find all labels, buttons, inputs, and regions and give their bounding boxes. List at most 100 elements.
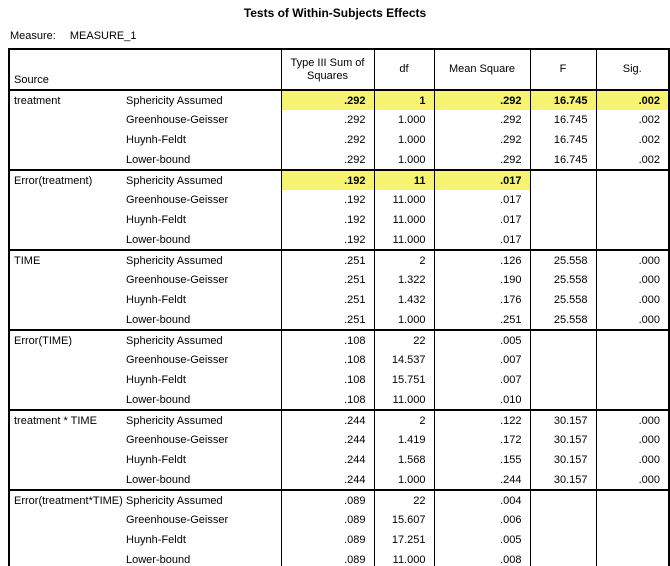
method-label: Lower-bound bbox=[126, 473, 191, 486]
mean-square-cell: .292 bbox=[433, 130, 530, 150]
method-label: Greenhouse-Geisser bbox=[126, 194, 229, 207]
source-cell: Greenhouse-Geisser bbox=[9, 270, 281, 290]
method-label: Lower-bound bbox=[126, 153, 191, 166]
method-label: Lower-bound bbox=[126, 233, 191, 246]
mean-square-cell: .122 bbox=[433, 409, 530, 430]
sig-cell: .000 bbox=[595, 290, 669, 310]
f-cell: 25.558 bbox=[529, 249, 596, 270]
sum-of-squares-cell: .251 bbox=[280, 290, 374, 310]
df-cell: 15.751 bbox=[373, 370, 434, 390]
source-cell: Error(TIME) Sphericity Assumed bbox=[9, 329, 281, 350]
source-cell: Huynh-Feldt bbox=[9, 370, 281, 390]
df-cell: 15.607 bbox=[373, 510, 434, 530]
sig-cell-selected: .002 bbox=[595, 90, 669, 110]
sum-of-squares-cell-selected: .292 bbox=[280, 90, 374, 110]
method-label: Greenhouse-Geisser bbox=[126, 354, 229, 367]
sum-of-squares-cell: .089 bbox=[280, 530, 374, 550]
source-cell: Lower-bound bbox=[9, 310, 281, 330]
sum-of-squares-cell: .192 bbox=[280, 190, 374, 210]
sum-of-squares-cell: .089 bbox=[280, 550, 374, 566]
df-cell: 1.000 bbox=[373, 470, 434, 490]
method-label: Sphericity Assumed bbox=[126, 174, 223, 187]
table-row: Greenhouse-Geisser .089 15.607.006 bbox=[9, 510, 669, 530]
source-cell: TIME Sphericity Assumed bbox=[9, 249, 281, 270]
sig-cell: .000 bbox=[595, 270, 669, 290]
df-cell: 22 bbox=[373, 489, 434, 510]
method-label: Greenhouse-Geisser bbox=[126, 514, 229, 527]
sig-cell bbox=[595, 329, 669, 350]
mean-square-cell: .126 bbox=[433, 249, 530, 270]
sum-of-squares-cell: .251 bbox=[280, 249, 374, 270]
sum-of-squares-cell: .089 bbox=[280, 489, 374, 510]
method-label: Sphericity Assumed bbox=[126, 254, 223, 267]
mean-square-cell: .172 bbox=[433, 430, 530, 450]
source-cell: Lower-bound bbox=[9, 550, 281, 566]
col-header-sig: Sig. bbox=[595, 49, 669, 91]
df-cell: 11.000 bbox=[373, 550, 434, 566]
method-label: Greenhouse-Geisser bbox=[126, 114, 229, 127]
df-cell: 1.419 bbox=[373, 430, 434, 450]
mean-square-cell: .292 bbox=[433, 150, 530, 170]
col-header-df: df bbox=[373, 49, 434, 91]
sig-cell bbox=[595, 370, 669, 390]
table-row: Error(treatment*TIME) Sphericity Assumed.… bbox=[9, 489, 669, 510]
method-label: Huynh-Feldt bbox=[126, 534, 186, 547]
f-cell: 30.157 bbox=[529, 470, 596, 490]
df-cell-selected: 1 bbox=[373, 90, 434, 110]
sig-cell bbox=[595, 169, 669, 190]
df-cell: 1.322 bbox=[373, 270, 434, 290]
measure-line: Measure: MEASURE_1 bbox=[10, 30, 670, 42]
method-label: Lower-bound bbox=[126, 313, 191, 326]
table-row: Greenhouse-Geisser .108 14.537.007 bbox=[9, 350, 669, 370]
source-cell: Greenhouse-Geisser bbox=[9, 190, 281, 210]
table-row: Lower-bound .089 11.000.008 bbox=[9, 550, 669, 566]
f-cell: 30.157 bbox=[529, 430, 596, 450]
header-row: Source Type III Sum of Squares df Mean S… bbox=[9, 49, 669, 91]
table-row: Error(treatment) Sphericity Assumed .192 11… bbox=[9, 169, 669, 190]
table-row: Huynh-Feldt .108 15.751.007 bbox=[9, 370, 669, 390]
source-cell: Greenhouse-Geisser bbox=[9, 350, 281, 370]
f-cell bbox=[529, 329, 596, 350]
col-header-source: Source bbox=[9, 49, 281, 91]
table-row: Huynh-Feldt .244 1.568.155 30.157.000 bbox=[9, 450, 669, 470]
f-cell bbox=[529, 390, 596, 410]
f-cell bbox=[529, 169, 596, 190]
table-title: Tests of Within-Subjects Effects bbox=[243, 6, 427, 20]
source-cell: Lower-bound bbox=[9, 230, 281, 250]
effect-label: Error(treatment) bbox=[14, 174, 93, 187]
sig-cell: .002 bbox=[595, 130, 669, 150]
sum-of-squares-cell: .089 bbox=[280, 510, 374, 530]
col-header-f: F bbox=[529, 49, 596, 91]
method-label: Sphericity Assumed bbox=[126, 494, 223, 507]
effect-label: TIME bbox=[14, 254, 41, 267]
source-cell: Huynh-Feldt bbox=[9, 290, 281, 310]
method-label: Huynh-Feldt bbox=[126, 374, 186, 387]
within-subjects-effects-table: Source Type III Sum of Squares df Mean S… bbox=[8, 48, 670, 566]
source-cell: treatment * TIME Sphericity Assumed bbox=[9, 409, 281, 430]
mean-square-cell: .017 bbox=[433, 230, 530, 250]
measure-value: MEASURE_1 bbox=[69, 30, 137, 42]
table-row: Huynh-Feldt .292 1.000.292 16.745.002 bbox=[9, 130, 669, 150]
sum-of-squares-cell: .108 bbox=[280, 329, 374, 350]
mean-square-cell: .006 bbox=[433, 510, 530, 530]
df-cell: 1.000 bbox=[373, 130, 434, 150]
table-row: Huynh-Feldt .089 17.251.005 bbox=[9, 530, 669, 550]
df-cell: 1.000 bbox=[373, 150, 434, 170]
method-label: Huynh-Feldt bbox=[126, 294, 186, 307]
sum-of-squares-cell: .292 bbox=[280, 150, 374, 170]
table-row: Greenhouse-Geisser .292 1.000.292 16.745.00… bbox=[9, 110, 669, 130]
method-label: Lower-bound bbox=[126, 553, 191, 566]
df-cell: 11.000 bbox=[373, 190, 434, 210]
f-cell: 30.157 bbox=[529, 450, 596, 470]
table-row: Lower-bound .108 11.000.010 bbox=[9, 390, 669, 410]
f-cell: 16.745 bbox=[529, 130, 596, 150]
source-cell: Huynh-Feldt bbox=[9, 450, 281, 470]
source-cell: Error(treatment) Sphericity Assumed bbox=[9, 169, 281, 190]
sig-cell bbox=[595, 350, 669, 370]
f-cell: 16.745 bbox=[529, 150, 596, 170]
mean-square-cell: .004 bbox=[433, 489, 530, 510]
sig-cell: .000 bbox=[595, 430, 669, 450]
sig-cell: .000 bbox=[595, 249, 669, 270]
source-cell: Huynh-Feldt bbox=[9, 210, 281, 230]
method-label: Sphericity Assumed bbox=[126, 414, 223, 427]
